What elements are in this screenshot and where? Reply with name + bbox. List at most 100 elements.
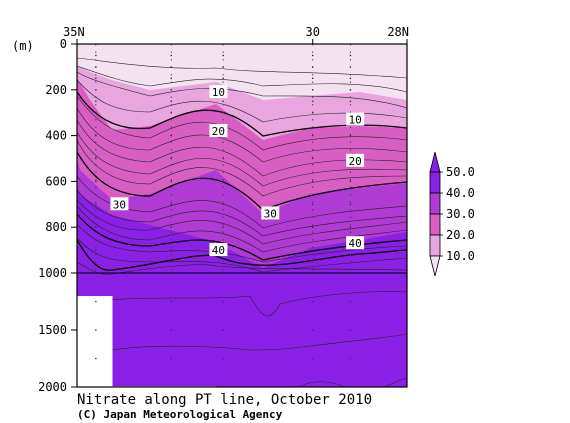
sample-dot	[311, 89, 314, 91]
sample-dot	[170, 111, 173, 114]
contour-label: 30	[264, 207, 277, 220]
sample-dot	[170, 249, 173, 251]
sample-dot	[95, 54, 97, 57]
sample-dot	[311, 226, 314, 228]
sample-dot	[311, 249, 314, 251]
sample-dot	[222, 111, 224, 114]
sample-dot	[222, 329, 224, 331]
contour-label-bg	[209, 85, 228, 99]
sample-dot	[95, 249, 97, 251]
contour-line	[77, 119, 407, 177]
sample-dot	[95, 357, 97, 360]
contour-label: 10	[349, 114, 362, 127]
contour-label-bg	[110, 197, 129, 211]
sample-dot	[349, 100, 352, 103]
contour-label-bg	[346, 153, 365, 167]
sample-dot	[349, 357, 352, 360]
sample-dot	[222, 100, 224, 103]
sample-dot	[349, 329, 352, 331]
y-tick-label: 2000	[38, 380, 67, 394]
sample-dot	[170, 66, 173, 68]
sample-dot	[95, 89, 97, 91]
contour-line	[77, 139, 407, 197]
sample-dot	[311, 134, 314, 137]
sample-dot	[95, 66, 97, 68]
contour-label: 20	[349, 155, 362, 168]
sample-dot	[311, 157, 314, 160]
sample-dot	[222, 203, 224, 206]
y-tick-label: 800	[45, 220, 67, 234]
contour-line	[384, 377, 407, 387]
colorbar-label: 10.0	[446, 249, 475, 263]
sample-dot	[95, 157, 97, 160]
sample-dot	[95, 329, 97, 331]
contour-label-bg	[209, 243, 228, 257]
sample-dot	[349, 249, 352, 251]
sample-dot	[170, 89, 173, 91]
sample-dot	[349, 203, 352, 206]
y-axis-unit-label: (m)	[12, 39, 34, 53]
sample-dot	[311, 300, 314, 303]
x-tick-label: 35N	[63, 25, 85, 39]
colorbar-label: 30.0	[446, 207, 475, 221]
sample-dot	[95, 100, 97, 103]
contour-line	[77, 261, 407, 275]
sample-dot	[311, 66, 314, 68]
y-tick-label: 600	[45, 174, 67, 188]
colorbar-segment	[429, 234, 441, 257]
sample-dot	[170, 329, 173, 331]
sample-dot	[311, 54, 314, 57]
y-tick-label: 1500	[38, 323, 67, 337]
contour-label-bg	[346, 112, 365, 126]
filled-contour-bands	[77, 44, 407, 387]
chart-title: Nitrate along PT line, October 2010	[77, 392, 372, 408]
colorbar: 10.0 20.0 30.0 40.0 50.0	[429, 151, 475, 277]
sample-dot	[170, 77, 173, 80]
contour-label: 20	[212, 125, 225, 138]
sample-dot	[349, 66, 352, 68]
contour-line	[77, 205, 407, 253]
thin-contour-lines	[77, 57, 407, 387]
sample-dot	[222, 54, 224, 57]
sample-dot	[349, 54, 352, 57]
y-tick-label: 1000	[38, 266, 67, 280]
sample-dot	[95, 180, 97, 183]
sample-dot	[222, 357, 224, 360]
contour-line	[111, 333, 407, 351]
colorbar-bottom-triangle	[429, 255, 441, 277]
colorbar-label: 50.0	[446, 165, 475, 179]
x-tick-label: 28N	[387, 25, 409, 39]
sample-dot	[170, 134, 173, 137]
sample-dot	[349, 89, 352, 91]
sample-dot	[349, 300, 352, 303]
sample-dot	[222, 157, 224, 160]
contour-label-bg	[261, 206, 280, 220]
sample-dot	[170, 357, 173, 360]
colorbar-segment	[429, 192, 441, 215]
sample-dot	[170, 226, 173, 228]
contour-10-line	[77, 91, 407, 137]
contour-line	[77, 237, 407, 273]
sample-dot	[170, 100, 173, 103]
colorbar-segment	[429, 171, 441, 194]
sample-dot	[349, 180, 352, 183]
sample-dot	[311, 100, 314, 103]
contour-line	[77, 57, 407, 79]
sample-dot	[95, 134, 97, 137]
x-tick-label: 30	[305, 25, 319, 39]
y-tick-label: 200	[45, 83, 67, 97]
sample-dot	[95, 77, 97, 80]
plot-frame	[76, 43, 408, 388]
contour-line	[299, 381, 346, 387]
sample-dot	[349, 226, 352, 228]
sample-dot	[349, 134, 352, 137]
sample-dot	[170, 180, 173, 183]
sample-dot	[222, 300, 224, 303]
sample-dot	[222, 180, 224, 183]
sample-dot	[311, 357, 314, 360]
sample-dot	[311, 77, 314, 80]
contour-label: 40	[212, 244, 225, 257]
y-tick-label: 400	[45, 129, 67, 143]
sample-dot	[95, 203, 97, 206]
